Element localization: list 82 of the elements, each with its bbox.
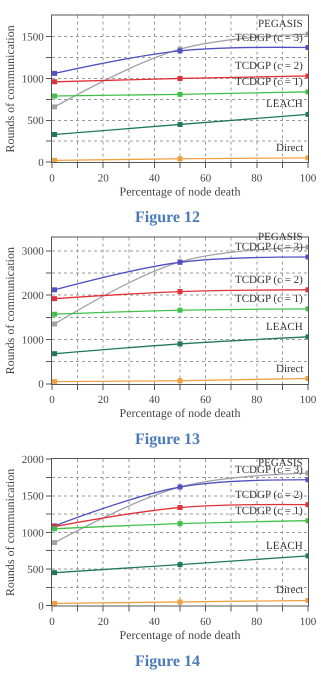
point: [52, 158, 58, 162]
point: [52, 351, 58, 356]
x-tick-label: 60: [200, 172, 212, 184]
point: [52, 312, 58, 317]
x-tick-label: 100: [300, 172, 317, 184]
point: [52, 321, 58, 326]
x-tick-label: 40: [148, 616, 160, 628]
caption: Figure 12: [135, 209, 200, 226]
y-tick-label: 2000: [22, 290, 44, 302]
series-label: Direct: [276, 142, 304, 154]
point: [178, 378, 182, 384]
caption: Figure 13: [135, 431, 200, 448]
x-tick-label: 40: [148, 394, 160, 406]
x-tick-label: 80: [251, 616, 263, 628]
y-tick-label: 1500: [22, 490, 44, 503]
x-axis-title: Percentage of node death: [120, 184, 240, 198]
series-label: TCDGP (c = 2): [235, 274, 304, 286]
x-axis-title: Percentage of node death: [120, 628, 240, 642]
x-axis-title: Percentage of node death: [120, 406, 240, 420]
caption: Figure 14: [135, 653, 200, 670]
y-tick-label: 500: [27, 115, 44, 128]
y-tick-label: 0: [38, 156, 44, 169]
point: [178, 599, 182, 604]
point: [52, 287, 58, 292]
x-tick-label: 60: [200, 616, 212, 628]
point: [178, 562, 182, 568]
point: [52, 94, 58, 99]
series-label: LEACH: [266, 321, 303, 333]
y-tick-label: 2000: [22, 454, 44, 466]
y-tick-label: 0: [38, 378, 44, 391]
y-tick-label: 1500: [22, 31, 44, 44]
y-axis-title: Rounds of communication: [3, 25, 18, 153]
y-tick-label: 1000: [22, 527, 44, 540]
point: [178, 156, 182, 162]
point: [178, 308, 182, 313]
x-tick-label: 20: [98, 616, 110, 628]
x-tick-label: 100: [300, 616, 317, 628]
x-tick-label: 80: [251, 172, 263, 184]
y-axis-title: Rounds of communication: [3, 246, 18, 374]
point: [52, 570, 58, 576]
x-tick-label: 100: [300, 394, 317, 406]
y-tick-label: 0: [38, 600, 44, 612]
series-label: TCDGP (c = 1): [235, 505, 304, 517]
point: [52, 540, 58, 546]
x-tick-label: 20: [98, 172, 110, 184]
series-label: LEACH: [266, 540, 303, 552]
point: [178, 289, 182, 294]
point: [52, 379, 58, 384]
point: [178, 521, 182, 526]
y-axis-title: Rounds of communication: [3, 468, 18, 596]
series-label: TCDGP (c = 1): [235, 293, 304, 305]
point: [178, 92, 182, 97]
y-tick-label: 500: [27, 564, 44, 576]
point: [178, 76, 182, 81]
x-tick-label: 80: [251, 394, 263, 406]
point: [52, 600, 58, 606]
x-tick-label: 0: [49, 172, 56, 184]
x-tick-label: 40: [148, 172, 160, 184]
series-label: PEGASIS: [258, 18, 303, 30]
series-label: TCDGP (c = 2): [235, 60, 304, 72]
series-label: LEACH: [266, 98, 303, 110]
x-tick-label: 60: [200, 394, 212, 406]
y-tick-label: 3000: [22, 246, 44, 258]
x-tick-label: 0: [49, 616, 56, 628]
point: [52, 70, 58, 76]
y-tick-label: 1000: [22, 334, 44, 346]
point: [178, 122, 182, 127]
series-label: TCDGP (c = 2): [235, 489, 304, 501]
series-label: TCDGP (c = 3): [235, 32, 304, 44]
point: [52, 104, 58, 110]
series-label: TCDGP (c = 1): [235, 76, 304, 88]
point: [178, 341, 182, 346]
x-tick-label: 20: [98, 394, 110, 406]
series-label: Direct: [276, 363, 304, 375]
point: [52, 296, 58, 302]
point: [52, 79, 58, 84]
point: [178, 505, 182, 510]
point: [52, 132, 58, 137]
y-tick-label: 1000: [22, 73, 44, 86]
x-tick-label: 0: [49, 394, 56, 406]
series-label: Direct: [276, 584, 304, 596]
series-label: TCDGP (c = 3): [235, 241, 304, 253]
